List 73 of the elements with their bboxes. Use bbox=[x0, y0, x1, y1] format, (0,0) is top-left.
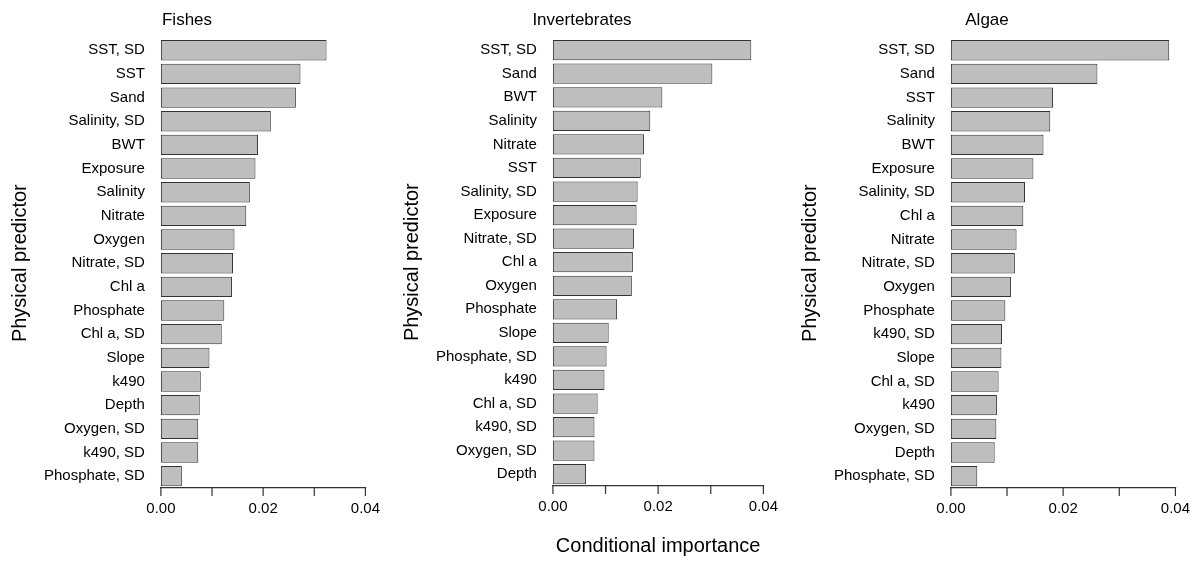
y-tick-label: Nitrate, SD bbox=[861, 253, 936, 271]
y-tick-label: Chl a bbox=[501, 252, 538, 270]
y-tick-label: Phosphate, SD bbox=[43, 466, 146, 484]
x-tick-label: 0.00 bbox=[936, 499, 966, 517]
y-tick-label: Depth bbox=[104, 395, 145, 413]
y-tick-label: Oxygen bbox=[485, 275, 537, 293]
y-tick-label: Salinity bbox=[96, 182, 146, 200]
y-tick-label: Phosphate bbox=[863, 300, 935, 318]
y-tick-label: Salinity bbox=[886, 111, 936, 129]
y-tick-label: Oxygen bbox=[93, 229, 145, 247]
y-tick-label: Exposure bbox=[871, 158, 935, 176]
y-tick-label: BWT bbox=[503, 87, 537, 105]
y-tick-label: Salinity bbox=[488, 110, 538, 128]
y-tick-label: Oxygen, SD bbox=[854, 418, 936, 436]
y-tick-label: Salinity, SD bbox=[68, 111, 146, 129]
y-tick-label: k490, SD bbox=[475, 417, 538, 435]
y-tick-label: Depth bbox=[894, 442, 935, 460]
y-tick-label: SST bbox=[507, 158, 537, 176]
y-tick-label: Exposure bbox=[473, 205, 537, 223]
y-tick-label: SST, SD bbox=[480, 40, 538, 58]
y-tick-label: Phosphate, SD bbox=[833, 466, 936, 484]
x-tick-label: 0.02 bbox=[248, 499, 278, 517]
x-tick-label: 0.00 bbox=[146, 499, 176, 517]
x-tick-label: 0.04 bbox=[350, 499, 380, 517]
x-tick-label: 0.02 bbox=[643, 497, 673, 515]
y-tick-label: k490 bbox=[902, 395, 935, 413]
y-tick-label: Oxygen bbox=[883, 277, 935, 294]
y-tick-label: Phosphate, SD bbox=[435, 346, 538, 364]
y-tick-label: Slope bbox=[106, 347, 145, 365]
y-tick-label: Slope bbox=[498, 323, 537, 341]
chart-title: Fishes bbox=[161, 9, 213, 29]
x-tick-label: 0.04 bbox=[748, 497, 778, 515]
chart-title: Invertebrates bbox=[532, 9, 632, 29]
y-tick-label: Chl a, SD bbox=[472, 393, 538, 411]
y-tick-label: Salinity, SD bbox=[858, 182, 936, 200]
y-tick-label: Nitrate, SD bbox=[463, 228, 538, 246]
y-axis-title: Physical predictor bbox=[399, 182, 422, 342]
chart-title: Algae bbox=[965, 9, 1009, 29]
y-tick-label: k490, SD bbox=[83, 442, 146, 460]
y-tick-label: SST, SD bbox=[878, 40, 936, 58]
y-tick-label: Oxygen, SD bbox=[456, 440, 538, 458]
y-axis-title: Physical predictor bbox=[7, 183, 30, 343]
y-tick-label: Nitrate bbox=[890, 229, 935, 247]
y-tick-label: Chl a bbox=[109, 277, 146, 294]
y-tick-label: k490 bbox=[504, 370, 537, 388]
y-tick-label: SST bbox=[905, 87, 935, 105]
x-axis-title: Conditional importance bbox=[555, 533, 761, 556]
x-tick-label: 0.02 bbox=[1048, 499, 1078, 517]
y-tick-label: Depth bbox=[496, 464, 537, 482]
y-tick-label: BWT bbox=[111, 135, 145, 153]
y-tick-label: Nitrate, SD bbox=[71, 253, 146, 271]
y-tick-label: Chl a bbox=[899, 206, 936, 224]
y-axis-title: Physical predictor bbox=[797, 183, 820, 343]
y-tick-label: Exposure bbox=[81, 158, 145, 176]
y-tick-label: Nitrate bbox=[100, 206, 145, 224]
y-tick-label: Oxygen, SD bbox=[64, 418, 146, 436]
x-tick-label: 0.00 bbox=[538, 497, 568, 515]
y-tick-label: Sand bbox=[109, 87, 145, 105]
y-tick-label: Slope bbox=[896, 347, 935, 365]
y-tick-label: k490 bbox=[112, 371, 145, 389]
y-tick-label: Phosphate bbox=[73, 300, 145, 318]
y-tick-label: Nitrate bbox=[492, 134, 537, 152]
y-tick-label: Chl a, SD bbox=[870, 371, 936, 389]
y-tick-label: BWT bbox=[901, 135, 935, 153]
y-tick-label: Chl a, SD bbox=[80, 324, 146, 342]
y-tick-label: Salinity, SD bbox=[460, 181, 538, 199]
y-tick-label: SST bbox=[115, 64, 145, 82]
y-tick-label: Sand bbox=[899, 64, 935, 82]
y-tick-label: k490, SD bbox=[873, 324, 936, 342]
y-tick-label: Phosphate bbox=[465, 299, 537, 317]
y-tick-label: SST, SD bbox=[88, 40, 146, 58]
x-tick-label: 0.04 bbox=[1160, 499, 1190, 517]
y-tick-label: Sand bbox=[501, 63, 537, 81]
